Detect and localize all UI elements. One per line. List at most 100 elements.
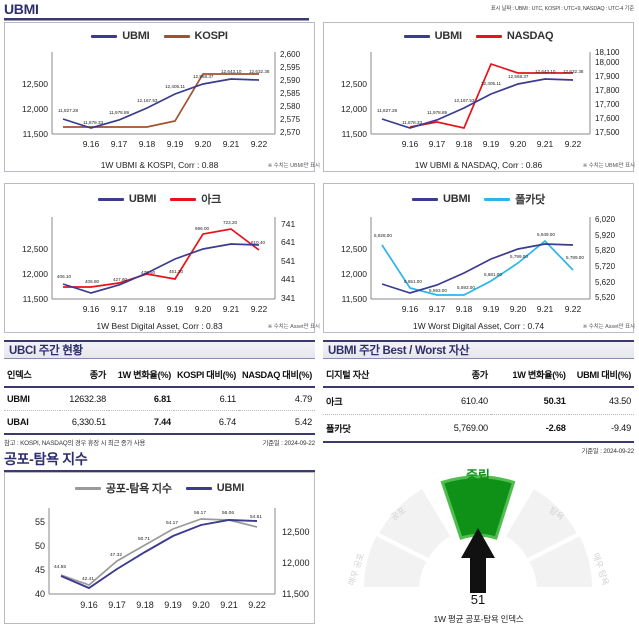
table-best-worst-wrap: 디지털 자산 종가 1W 변화율(%) UBMI 대비(%) 아크 610.40…: [323, 363, 634, 455]
svg-text:2,570: 2,570: [280, 128, 301, 137]
section-title-fear-greed: 공포-탐욕 지수: [4, 451, 88, 467]
svg-text:9.22: 9.22: [251, 304, 268, 314]
chart-ubmi-nasdaq: UBMI NASDAQ 11,500 12,000 12,500 17,500 …: [323, 22, 634, 172]
legend-label-ubmi-5: UBMI: [216, 482, 245, 494]
svg-text:479.50: 479.50: [141, 270, 155, 275]
table-footer-right: 기준일 : 2024-09-22: [323, 443, 635, 455]
chart-best-asset: UBMI 아크 11,500 12,000 12,500 341 441 541…: [4, 183, 315, 333]
svg-text:2,600: 2,600: [280, 50, 301, 59]
svg-text:11,878.33: 11,878.33: [402, 120, 423, 125]
svg-text:17,800: 17,800: [595, 86, 620, 95]
legend-item-polkadot: 폴카닷: [484, 191, 545, 207]
section-header-ubci-weekly: UBCI 주간 현황: [4, 340, 315, 359]
svg-text:11,500: 11,500: [23, 129, 49, 139]
svg-text:44.55: 44.55: [54, 564, 66, 570]
svg-text:56.06: 56.06: [222, 510, 234, 516]
section-title-ubci-weekly: UBCI 주간 현황: [9, 345, 83, 357]
section-header-best-worst: UBMI 주간 Best / Worst 자산: [323, 340, 634, 359]
gauge-segment-neutral: [440, 475, 516, 540]
svg-text:17,500: 17,500: [595, 128, 620, 137]
legend-item-ubmi-3: UBMI: [97, 193, 157, 205]
col-vs-ubmi: UBMI 대비(%): [568, 363, 634, 388]
svg-text:5,520: 5,520: [595, 293, 616, 302]
svg-text:12,568.37: 12,568.37: [508, 74, 529, 79]
cell-vs-ubmi-polkadot: -9.49: [568, 414, 634, 443]
legend-swatch-kospi: [163, 34, 190, 38]
table-row[interactable]: UBMI 12632.38 6.81 6.11 4.79: [4, 387, 315, 411]
svg-text:5,593.00: 5,593.00: [457, 285, 475, 290]
svg-text:18,000: 18,000: [595, 58, 620, 67]
svg-text:9.18: 9.18: [456, 139, 473, 149]
table-ubci-weekly-wrap: 인덱스 종가 1W 변화율(%) KOSPI 대비(%) NASDAQ 대비(%…: [4, 363, 315, 447]
table-row[interactable]: 아크 610.40 50.31 43.50: [323, 387, 634, 415]
svg-text:5,820: 5,820: [595, 246, 616, 255]
legend-best-asset: UBMI 아크: [5, 184, 314, 207]
cell-close-polkadot: 5,769.00: [425, 414, 491, 443]
svg-text:12,500: 12,500: [22, 244, 48, 254]
svg-text:9.21: 9.21: [223, 304, 240, 314]
legend-ubmi-kospi: UBMI KOSPI: [5, 23, 314, 42]
svg-text:9.22: 9.22: [251, 139, 268, 149]
svg-text:723.20: 723.20: [223, 220, 237, 225]
svg-text:9.16: 9.16: [83, 304, 100, 314]
svg-text:9.19: 9.19: [483, 304, 500, 314]
legend-swatch-ubmi-3: [97, 197, 124, 201]
legend-swatch-ubmi-2: [403, 34, 430, 38]
caption-ubmi-kospi: 1W UBMI & KOSPI, Corr : 0.88: [100, 160, 219, 170]
cell-index-ubai: UBAI: [4, 410, 60, 435]
svg-text:54.17: 54.17: [166, 520, 178, 526]
cell-vs-nasdaq-ubmi: 4.79: [239, 387, 315, 411]
note-asset-only-2: ※ 수치는 Asset만 표시: [582, 324, 635, 330]
legend-label-polkadot: 폴카닷: [515, 194, 546, 206]
svg-text:18,100: 18,100: [595, 48, 620, 57]
gauge-caption: 1W 평균 공포-탐욕 인덱스: [433, 614, 524, 624]
svg-text:50.71: 50.71: [138, 536, 150, 542]
gauge-label-very-greed: 매우 탐욕: [591, 552, 611, 587]
svg-text:12,000: 12,000: [22, 104, 48, 114]
chart-ubmi-kospi: UBMI KOSPI 11,500 12,000 12,500 2,570 2,…: [4, 22, 315, 172]
legend-swatch-ark: [170, 197, 197, 201]
svg-text:5,651.00: 5,651.00: [404, 279, 422, 284]
svg-text:11,500: 11,500: [342, 129, 368, 139]
table-row[interactable]: UBAI 6,330.51 7.44 6.74 5.42: [4, 410, 315, 435]
svg-text:11,500: 11,500: [23, 294, 49, 304]
legend-swatch-nasdaq: [475, 34, 502, 38]
svg-text:11,500: 11,500: [342, 294, 368, 304]
table-row[interactable]: 폴카닷 5,769.00 -2.68 -9.49: [323, 414, 634, 443]
plot-ubmi-kospi: 11,500 12,000 12,500 2,570 2,575 2,580 2…: [5, 42, 314, 154]
svg-text:5,799.00: 5,799.00: [510, 254, 528, 259]
svg-text:9.16: 9.16: [402, 139, 419, 149]
legend-item-ubmi-5: UBMI: [185, 482, 245, 494]
svg-text:2,575: 2,575: [280, 115, 301, 124]
plot-fear-greed: 40 45 50 55 11,500 12,000 12,500 44.55 4…: [5, 496, 314, 614]
legend-item-ubmi-2: UBMI: [403, 30, 462, 42]
legend-item-kospi: KOSPI: [163, 30, 228, 42]
svg-text:9.18: 9.18: [456, 304, 473, 314]
col-change: 1W 변화율(%): [109, 363, 174, 388]
svg-text:11,500: 11,500: [282, 589, 309, 599]
legend-item-ark: 아크: [170, 191, 221, 207]
table-best-worst: 디지털 자산 종가 1W 변화율(%) UBMI 대비(%) 아크 610.40…: [323, 363, 634, 443]
col-index: 인덱스: [4, 363, 60, 388]
svg-text:5,593.00: 5,593.00: [429, 288, 447, 293]
svg-text:9.19: 9.19: [167, 304, 184, 314]
cell-change-ubmi: 6.81: [109, 387, 174, 411]
col-digital-asset: 디지털 자산: [323, 363, 426, 388]
cell-vs-kospi-ubmi: 6.11: [173, 387, 240, 411]
title-rule: [4, 18, 309, 21]
svg-text:9.22: 9.22: [565, 304, 582, 314]
chart-worst-asset: UBMI 폴카닷 11,500 12,000 12,500 5,520 5,62…: [323, 183, 634, 333]
legend-fear-greed: 공포-탐욕 지수 UBMI: [5, 473, 314, 496]
svg-text:9.18: 9.18: [139, 304, 156, 314]
svg-text:12,000: 12,000: [22, 269, 48, 279]
fear-greed-title-block: 공포-탐욕 지수: [4, 449, 315, 473]
table-ubci-weekly: 인덱스 종가 1W 변화율(%) KOSPI 대비(%) NASDAQ 대비(%…: [4, 363, 315, 435]
svg-text:5,920: 5,920: [595, 231, 616, 240]
section-title-best-worst: UBMI 주간 Best / Worst 자산: [328, 345, 470, 357]
svg-text:5,681.00: 5,681.00: [484, 272, 502, 277]
svg-text:9.20: 9.20: [195, 139, 212, 149]
page-title-block: UBMI: [4, 1, 309, 21]
legend-label-ubmi-3: UBMI: [128, 193, 157, 205]
svg-text:610.40: 610.40: [251, 240, 265, 245]
